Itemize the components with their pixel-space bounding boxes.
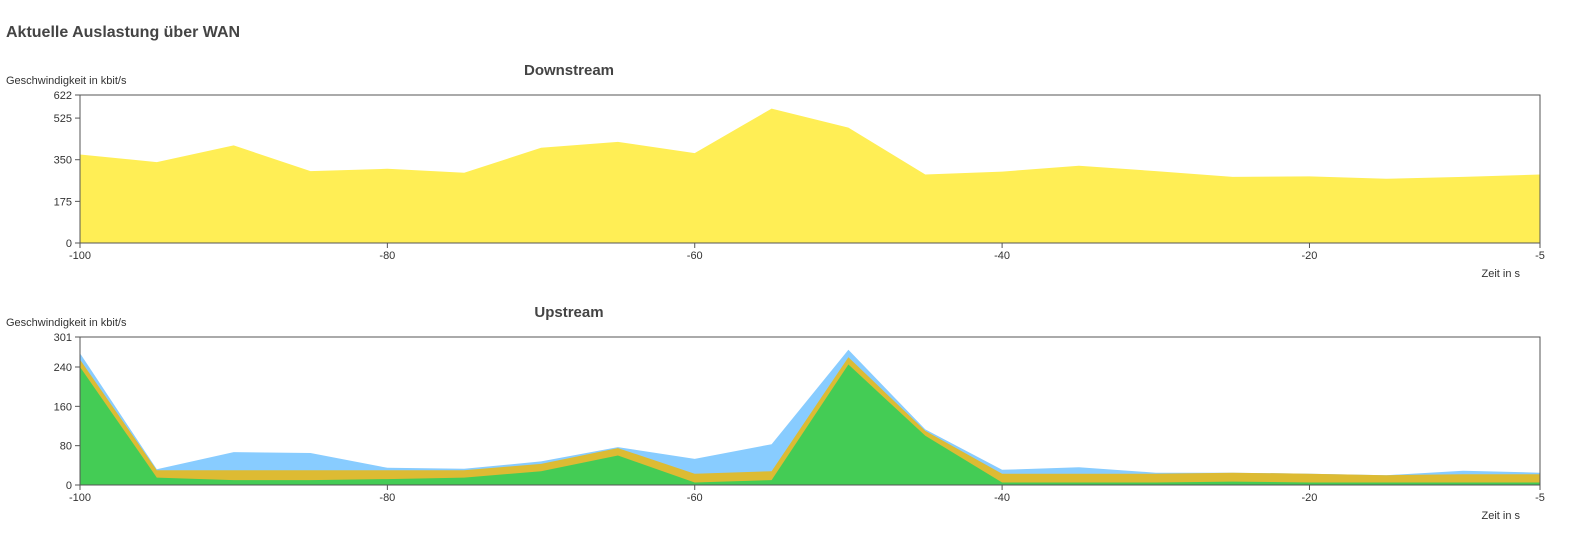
downstream-ytick-label: 622 — [54, 90, 72, 102]
downstream-xtick-label: -20 — [1302, 250, 1318, 262]
upstream-area-series-1 — [80, 357, 1540, 485]
upstream-xtick-label: -60 — [687, 492, 703, 504]
downstream-plot-frame — [79, 94, 1541, 244]
upstream-chart: Upstream Geschwindigkeit in kbit/s 0 80 160 2… — [6, 304, 1545, 522]
upstream-ytick-label: 301 — [54, 332, 72, 344]
upstream-plot-frame — [79, 336, 1541, 486]
downstream-xtick-label: -60 — [687, 250, 703, 262]
upstream-chart-title: Upstream — [534, 304, 603, 321]
downstream-xtick-label: -100 — [69, 250, 91, 262]
downstream-xlabel: Zeit in s — [1481, 268, 1520, 280]
downstream-ytick-label: 350 — [54, 155, 72, 167]
downstream-chart: Downstream Geschwindigkeit in kbit/s 0 175 3… — [6, 62, 1545, 280]
upstream-ytick-label: 240 — [54, 362, 72, 374]
upstream-ytick-label: 80 — [60, 441, 72, 453]
upstream-xtick-label: -40 — [994, 492, 1010, 504]
upstream-xlabel: Zeit in s — [1481, 510, 1520, 522]
upstream-area-series-0 — [80, 364, 1540, 485]
downstream-xtick-label: -80 — [379, 250, 395, 262]
downstream-chart-title: Downstream — [524, 62, 614, 79]
downstream-xtick-label: -40 — [994, 250, 1010, 262]
page-title: Aktuelle Auslastung über WAN — [6, 24, 241, 41]
downstream-area-series-0 — [80, 108, 1540, 243]
upstream-ylabel: Geschwindigkeit in kbit/s — [6, 317, 127, 329]
downstream-ytick-label: 0 — [66, 238, 72, 250]
upstream-xtick-label: -100 — [69, 492, 91, 504]
upstream-ytick-label: 0 — [66, 480, 72, 492]
upstream-ytick-label: 160 — [54, 401, 72, 413]
upstream-xtick-label: -80 — [379, 492, 395, 504]
downstream-xtick-label: -5 — [1535, 250, 1545, 262]
downstream-ylabel: Geschwindigkeit in kbit/s — [6, 75, 127, 87]
upstream-xtick-label: -20 — [1302, 492, 1318, 504]
downstream-ytick-label: 525 — [54, 113, 72, 125]
upstream-xtick-label: -5 — [1535, 492, 1545, 504]
downstream-ytick-label: 175 — [54, 196, 72, 208]
